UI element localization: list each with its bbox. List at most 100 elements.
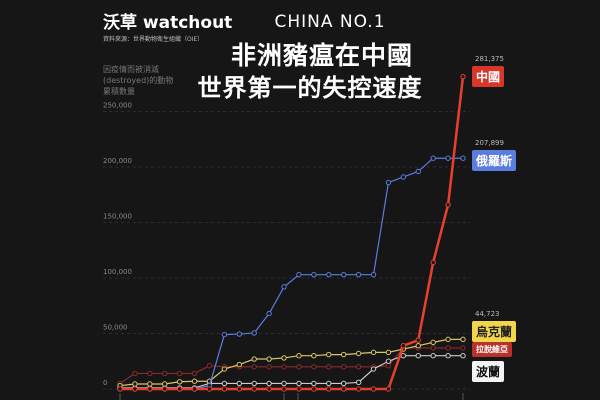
data-point [340,386,347,392]
data-point [311,271,317,278]
data-point [176,370,183,377]
data-point [132,386,138,392]
label-china: 中國 [472,66,505,87]
data-point [415,343,421,349]
data-point [415,168,421,175]
data-point [266,310,272,317]
data-point [415,353,421,359]
data-point [281,380,287,387]
data-point [460,345,466,351]
data-point [191,378,198,384]
data-point [370,271,377,278]
data-point [281,284,287,290]
data-point [221,366,228,372]
data-point [236,361,243,368]
data-point [266,386,272,392]
data-point [445,202,451,208]
series-line [120,76,465,391]
data-point [311,353,317,359]
label-latvia: 拉脫維亞 [472,342,512,357]
data-point [326,364,332,370]
data-point [147,386,153,392]
data-point [340,271,347,278]
data-point [430,259,436,266]
y-tick-label: 0 [103,379,107,387]
final-value-label: 207,899 [475,139,504,147]
data-point [326,271,332,278]
data-point [326,380,332,387]
data-point [370,366,377,372]
data-point [355,364,362,370]
data-point [385,349,392,356]
data-source: 資料來源：世界動物衛生組織（OIE） [103,36,204,43]
data-point [251,356,257,362]
data-point [445,345,451,351]
data-point [281,364,287,370]
data-point [311,380,317,387]
data-point [355,386,362,392]
label-poland: 波蘭 [472,361,505,382]
data-point [340,380,347,387]
data-point [430,155,436,161]
chart-title-line1: 非洲豬瘟在中國 [230,41,413,70]
data-point [162,381,168,387]
label-russia: 俄羅斯 [472,150,517,171]
data-point [191,370,198,377]
final-value-label: 281,375 [475,55,504,63]
data-point [326,386,332,392]
data-point [221,331,228,338]
data-point [296,380,302,387]
data-point [206,362,213,369]
data-point [147,370,153,377]
data-point [251,386,257,392]
data-point [326,351,332,358]
data-point [176,386,183,392]
data-point [460,353,466,359]
data-point [415,337,421,343]
y-axis-label: 因疫情而被消滅(destroyed)的動物累積數量 [103,65,174,96]
data-point [236,331,243,337]
y-tick-label: 250,000 [103,102,132,110]
data-point [385,179,392,186]
data-point [221,386,228,392]
data-point [191,386,198,392]
data-point [311,364,317,370]
data-point [430,353,436,359]
data-point [400,353,407,359]
y-tick-label: 150,000 [103,213,132,221]
data-point [296,386,302,392]
chart-subtitle: CHINA NO.1 [274,12,386,32]
data-point [266,364,272,370]
series-line [120,157,463,390]
series-line [119,338,463,387]
data-point [400,174,407,180]
data-point [430,345,436,351]
final-value-label: 44,723 [475,310,500,318]
data-point [460,73,466,80]
y-tick-label: 200,000 [103,157,132,165]
data-point [430,339,436,346]
data-point [355,379,362,386]
data-point [132,381,138,387]
data-point [445,155,451,161]
series-line [119,347,463,384]
data-point [251,364,257,370]
data-point [340,351,347,358]
data-point [296,271,302,278]
data-point [162,370,168,377]
data-point [281,355,287,361]
data-point [370,386,377,392]
y-tick-label: 100,000 [103,268,132,276]
data-point [266,380,272,387]
brand-logo: 沃草 watchout [103,13,233,33]
data-point [132,370,138,377]
data-point [445,353,451,359]
data-point [340,364,347,370]
data-point [385,386,392,392]
data-point [236,386,243,392]
data-point [221,380,228,387]
data-point [355,350,362,357]
data-point [236,380,243,387]
data-point [117,386,123,392]
